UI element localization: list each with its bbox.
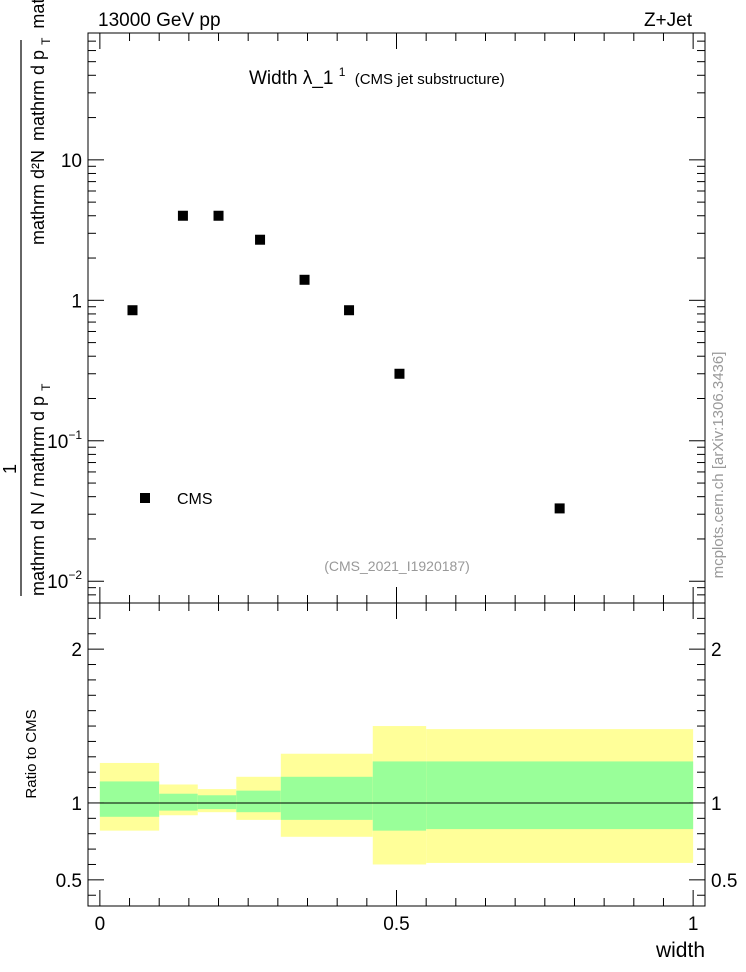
ratio-y-tick-label-left: 1 [71, 794, 82, 815]
inner-uncertainty-band [99, 781, 160, 817]
legend-label: CMS [177, 491, 213, 508]
x-tick-label: 0.5 [383, 914, 409, 935]
ratio-y-tick-label-right: 1 [711, 794, 722, 815]
ylabel-denominator-T: T [39, 383, 53, 391]
inner-uncertainty-band [426, 761, 694, 830]
ylabel-numerator-sub: mathrm d p [28, 50, 48, 141]
main-y-ticks: 10−2 10−1 1 10 [47, 32, 705, 604]
data-point [394, 368, 405, 379]
ratio-y-tick-label-right: 2 [711, 640, 722, 661]
plot-title-sub: (CMS jet substructure) [355, 71, 505, 88]
plot-title: Width λ_1 1 (CMS jet substructure) [249, 60, 505, 89]
watermark: mcplots.cern.ch [arXiv:1306.3436] [710, 352, 727, 579]
inner-uncertainty-band [236, 790, 281, 813]
inner-uncertainty-band [197, 795, 237, 810]
x-axis-label: width [655, 939, 705, 962]
ylabel-numerator-tail: mathrm d lambda [28, 0, 48, 29]
header-left-label: 13000 GeV pp [98, 10, 221, 31]
ratio-y-tick-label-left: 2 [71, 640, 82, 661]
x-tick-label: 1 [688, 914, 699, 935]
main-data-points [127, 210, 565, 514]
ratio-y-axis-label: Ratio to CMS [23, 709, 40, 798]
ratio-uncertainty-bands [99, 726, 694, 865]
data-point [213, 210, 224, 221]
watermark-text: mcplots.cern.ch [arXiv:1306.3436] [710, 352, 727, 579]
inner-uncertainty-band [372, 761, 427, 831]
data-point [554, 503, 565, 514]
x-axis-ticks: 0 0.5 1 [95, 33, 699, 935]
data-point [177, 210, 188, 221]
main-y-tick-label: 10 [61, 151, 82, 172]
ylabel-denominator: mathrm d N / mathrm d p T [28, 383, 53, 596]
data-point [344, 305, 355, 316]
main-plot-frame [87, 32, 706, 604]
inner-uncertainty-band [280, 776, 373, 820]
header-right-label: Z+Jet [644, 10, 693, 31]
data-point [255, 234, 266, 245]
ratio-y-tick-label-left: 0.5 [56, 871, 82, 892]
main-y-tick-label: 10−2 [47, 568, 82, 593]
data-point [127, 305, 138, 316]
ylabel-denominator-main: mathrm d N / mathrm d p [28, 396, 48, 596]
legend-marker [140, 493, 150, 503]
main-y-tick-label: 1 [71, 291, 82, 312]
ratio-y-tick-label-right: 0.5 [711, 871, 737, 892]
ylabel-numerator-main: mathrm d²N [28, 150, 48, 245]
main-y-tick-label: 10−1 [47, 428, 82, 453]
main-y-axis-label: 1 mathrm d²N mathrm d p T mathrm d lambd… [0, 0, 54, 596]
analysis-id: (CMS_2021_I1920187) [324, 558, 470, 574]
x-tick-label: 0 [95, 914, 106, 935]
ylabel-numerator-one: 1 [0, 464, 20, 474]
ratio-y-ticks: 0.5 0.5 1 1 2 2 [56, 617, 737, 896]
plot-title-main: Width λ_1 [249, 68, 333, 89]
ylabel-numerator: mathrm d²N mathrm d p T mathrm d lambda [28, 0, 54, 245]
ylabel-numerator-T: T [39, 37, 53, 45]
plot-title-sup: 1 [339, 65, 346, 79]
data-point [299, 274, 310, 285]
inner-uncertainty-band [159, 793, 198, 811]
